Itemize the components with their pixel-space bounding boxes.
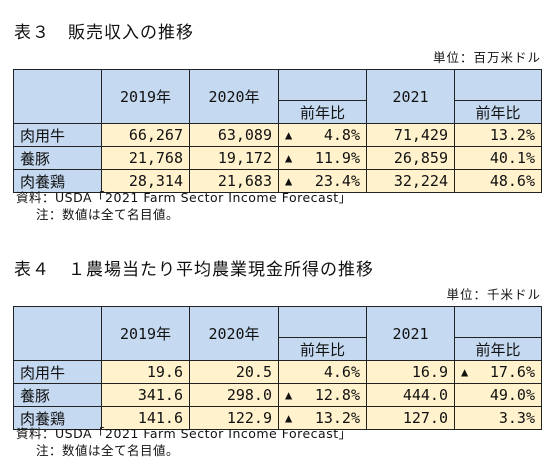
table4-corner-cell xyxy=(13,306,102,361)
table3-header-change2: 前年比 xyxy=(454,100,542,124)
table3-header-2019: 2019年 xyxy=(101,69,190,124)
table-row: 肉用牛 66,267 63,089 ▲ 4.8% 71,429 13.2% xyxy=(13,123,542,147)
change1-value: 11.9% xyxy=(314,149,360,167)
change1-cell: ▲ 23.4% xyxy=(278,169,367,193)
change1-cell: 4.6% xyxy=(278,360,367,384)
table4-header-2019: 2019年 xyxy=(101,306,190,361)
change1-value: 4.6% xyxy=(323,363,360,381)
table3-header-2021: 2021 xyxy=(366,69,455,124)
triangle-icon: ▲ xyxy=(285,151,293,165)
table-row: 肉用牛 19.6 20.5 4.6% 16.9 ▲ 17.6% xyxy=(13,360,542,384)
change2-cell: 13.2% xyxy=(454,123,542,147)
value-2019: 28,314 xyxy=(101,169,190,193)
row-label: 肉用牛 xyxy=(13,123,102,147)
value-2021: 127.0 xyxy=(366,406,455,430)
table4-unit: 単位：千米ドル xyxy=(446,287,541,302)
change1-value: 12.8% xyxy=(314,386,360,404)
table4-header-2020: 2020年 xyxy=(189,306,279,361)
table-row: 肉養鶏 141.6 122.9 ▲ 13.2% 127.0 3.3% xyxy=(13,406,542,430)
change1-value: 13.2% xyxy=(314,409,360,427)
value-2021: 444.0 xyxy=(366,383,455,407)
value-2021: 26,859 xyxy=(366,146,455,170)
value-2020: 63,089 xyxy=(189,123,279,147)
table4-header-change2-spacer xyxy=(454,306,542,338)
change2-cell: 40.1% xyxy=(454,146,542,170)
change2-value: 17.6% xyxy=(489,363,535,381)
table3-unit: 単位：百万米ドル xyxy=(432,50,541,65)
table4-header-change2: 前年比 xyxy=(454,337,542,361)
value-2019: 19.6 xyxy=(101,360,190,384)
table4-note: 注：数値は全て名目値。 xyxy=(36,443,180,458)
value-2019: 66,267 xyxy=(101,123,190,147)
value-2019: 141.6 xyxy=(101,406,190,430)
triangle-icon: ▲ xyxy=(285,388,293,402)
change1-cell: ▲ 13.2% xyxy=(278,406,367,430)
value-2020: 20.5 xyxy=(189,360,279,384)
change1-value: 4.8% xyxy=(323,126,360,144)
table-row: 肉養鶏 28,314 21,683 ▲ 23.4% 32,224 48.6% xyxy=(13,169,542,193)
row-label: 肉用牛 xyxy=(13,360,102,384)
change1-value: 23.4% xyxy=(314,172,360,190)
triangle-icon: ▲ xyxy=(285,128,293,142)
table4-header-change1: 前年比 xyxy=(278,337,367,361)
table4-header-2021: 2021 xyxy=(366,306,455,361)
change1-cell: ▲ 11.9% xyxy=(278,146,367,170)
value-2021: 16.9 xyxy=(366,360,455,384)
change2-cell: 49.0% xyxy=(454,383,542,407)
table-row: 養豚 21,768 19,172 ▲ 11.9% 26,859 40.1% xyxy=(13,146,542,170)
table3-note: 注：数値は全て名目値。 xyxy=(36,207,180,222)
table3-source: 資料：USDA「2021 Farm Sector Income Forecast… xyxy=(16,190,352,205)
change2-value: 40.1% xyxy=(489,149,535,167)
row-label: 養豚 xyxy=(13,146,102,170)
row-label: 肉養鶏 xyxy=(13,169,102,193)
table3-header-change1-spacer xyxy=(278,69,367,101)
table3-header-change2-spacer xyxy=(454,69,542,101)
table4-header-change1-spacer xyxy=(278,306,367,338)
change1-cell: ▲ 4.8% xyxy=(278,123,367,147)
table-row: 養豚 341.6 298.0 ▲ 12.8% 444.0 49.0% xyxy=(13,383,542,407)
table4-title: 表４ １農場当たり平均農業現金所得の推移 xyxy=(14,260,374,280)
triangle-icon: ▲ xyxy=(285,174,293,188)
row-label: 肉養鶏 xyxy=(13,406,102,430)
row-label: 養豚 xyxy=(13,383,102,407)
value-2020: 122.9 xyxy=(189,406,279,430)
change2-cell: ▲ 17.6% xyxy=(454,360,542,384)
table4: 2019年 2020年 2021 前年比 前年比 肉用牛 19.6 20.5 4… xyxy=(13,306,542,430)
change2-cell: 3.3% xyxy=(454,406,542,430)
value-2020: 19,172 xyxy=(189,146,279,170)
change2-value: 49.0% xyxy=(489,386,535,404)
value-2021: 71,429 xyxy=(366,123,455,147)
change2-value: 3.3% xyxy=(498,409,535,427)
triangle-icon: ▲ xyxy=(285,411,293,425)
table3-header-change1: 前年比 xyxy=(278,100,367,124)
value-2021: 32,224 xyxy=(366,169,455,193)
change1-cell: ▲ 12.8% xyxy=(278,383,367,407)
table3-title: 表３ 販売収入の推移 xyxy=(14,23,194,43)
value-2020: 298.0 xyxy=(189,383,279,407)
table3: 2019年 2020年 2021 前年比 前年比 肉用牛 66,267 63,0… xyxy=(13,69,542,193)
value-2019: 341.6 xyxy=(101,383,190,407)
change2-cell: 48.6% xyxy=(454,169,542,193)
table4-source: 資料：USDA「2021 Farm Sector Income Forecast… xyxy=(16,426,352,441)
triangle-icon: ▲ xyxy=(461,365,469,379)
change2-value: 48.6% xyxy=(489,172,535,190)
change2-value: 13.2% xyxy=(489,126,535,144)
table3-header-2020: 2020年 xyxy=(189,69,279,124)
value-2019: 21,768 xyxy=(101,146,190,170)
table3-corner-cell xyxy=(13,69,102,124)
